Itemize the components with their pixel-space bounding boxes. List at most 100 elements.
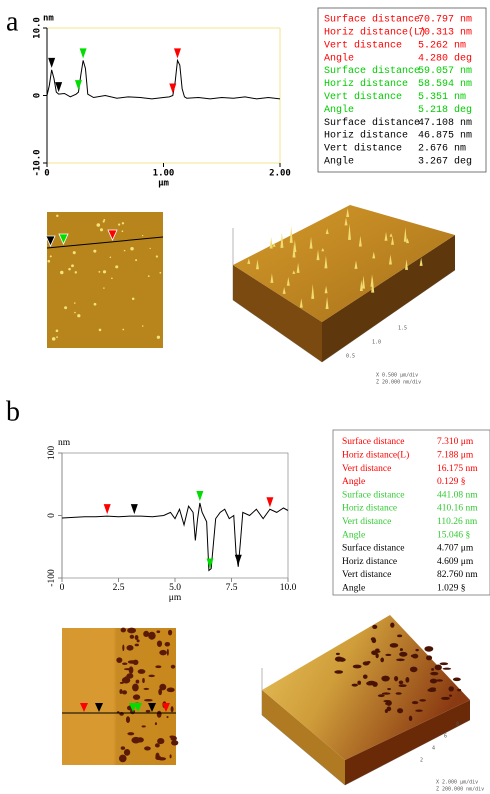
grain: [135, 259, 137, 261]
pit: [372, 638, 377, 643]
measure-value: 70.313 nm: [418, 28, 472, 39]
grain: [74, 302, 76, 304]
measure-label: Horiz distance: [324, 130, 408, 142]
pit: [157, 711, 162, 718]
cursor-marker: [75, 80, 82, 90]
measure-label: Horiz distance: [342, 504, 397, 514]
pit: [336, 653, 340, 655]
grain: [99, 329, 102, 332]
grain: [77, 314, 80, 317]
pit: [443, 668, 452, 670]
measure-value: 47.108 nm: [418, 118, 472, 129]
cursor-marker: [266, 497, 273, 507]
grain: [150, 248, 151, 249]
pit: [171, 740, 178, 745]
measure-value: 7.188 μm: [437, 450, 474, 460]
y-tick-label: -10.0: [33, 149, 43, 176]
measure-value: 5.218 deg: [418, 104, 472, 116]
grain: [98, 271, 100, 273]
cursor-marker: [131, 504, 138, 514]
pit: [142, 678, 145, 683]
pit: [157, 738, 164, 744]
measure-label: Angle: [324, 156, 354, 168]
pit: [138, 669, 146, 674]
measure-value: 59.057 nm: [418, 66, 472, 77]
pit: [119, 689, 122, 694]
pit: [380, 658, 384, 663]
pit: [167, 688, 175, 693]
pit: [375, 649, 379, 652]
pit: [382, 692, 391, 694]
pit: [133, 694, 140, 699]
pit: [122, 690, 127, 694]
pit: [415, 649, 418, 651]
pit: [397, 708, 403, 713]
measure-label: Surface distance: [342, 436, 405, 447]
pit: [144, 699, 153, 702]
pit: [390, 623, 394, 628]
measure-value: 16.175 nm: [437, 464, 478, 474]
measure-value: 410.16 nm: [437, 504, 478, 514]
x-tick-label: 0: [60, 583, 65, 593]
grain: [156, 255, 158, 257]
measure-label: Horiz distance: [342, 557, 397, 567]
measure-value: 0.129 §: [437, 477, 466, 487]
measure-value: 5.262 nm: [418, 40, 466, 51]
pit: [410, 667, 418, 673]
grain: [132, 298, 135, 301]
pit: [440, 662, 449, 665]
measure-value: 5.351 nm: [418, 92, 466, 103]
x-tick-label: 10.0: [280, 583, 297, 593]
grain: [142, 325, 144, 327]
measure-value: 46.875 nm: [418, 131, 472, 142]
page: a b 0.51.01.5X 0.500 μm/divZ 20.000 nm/d…: [0, 0, 490, 794]
pit: [448, 686, 453, 691]
pit: [426, 655, 432, 660]
y-tick-label: -100: [47, 569, 57, 587]
pit: [400, 648, 403, 651]
measure-value: 7.310 μm: [437, 437, 474, 447]
pit: [148, 632, 156, 640]
measure-label: Vert distance: [324, 143, 402, 155]
pit: [357, 681, 361, 685]
profile-line: [62, 503, 288, 571]
pit: [366, 681, 373, 685]
measure-label: Angle: [342, 530, 365, 540]
grain: [47, 260, 50, 263]
pit: [143, 688, 149, 690]
pit: [131, 737, 140, 744]
pit: [136, 680, 140, 684]
pit: [396, 692, 402, 694]
measure-value: 58.594 nm: [418, 79, 472, 90]
grain: [56, 329, 59, 332]
pit: [385, 709, 388, 713]
cursor-marker: [80, 48, 87, 58]
grain: [71, 264, 74, 267]
x-tick-label: 7.5: [226, 583, 238, 593]
figure: a b 0.51.01.5X 0.500 μm/divZ 20.000 nm/d…: [0, 0, 490, 794]
pit: [155, 665, 161, 668]
x-tick-label: 2.00: [269, 169, 291, 179]
pit: [396, 659, 405, 662]
measure-value: 2.676 nm: [418, 144, 466, 155]
pit: [441, 697, 450, 700]
pit: [334, 670, 343, 673]
pit: [363, 675, 368, 679]
pit: [340, 657, 345, 662]
pit: [435, 665, 442, 671]
x-axis-label: μm: [158, 179, 169, 189]
measure-label: Surface distance: [324, 14, 420, 26]
measure-value: 4.707 μm: [437, 544, 474, 554]
panel-label: b: [6, 396, 20, 427]
grain: [122, 222, 124, 224]
pit: [409, 716, 412, 721]
image-label: 6: [444, 734, 447, 740]
pit: [121, 628, 126, 633]
frame: [62, 453, 288, 578]
pit: [132, 684, 139, 692]
measure-value: 4.609 μm: [437, 557, 474, 567]
grain: [96, 223, 100, 227]
grain: [56, 215, 58, 217]
pit: [419, 699, 426, 702]
grain: [103, 287, 104, 288]
